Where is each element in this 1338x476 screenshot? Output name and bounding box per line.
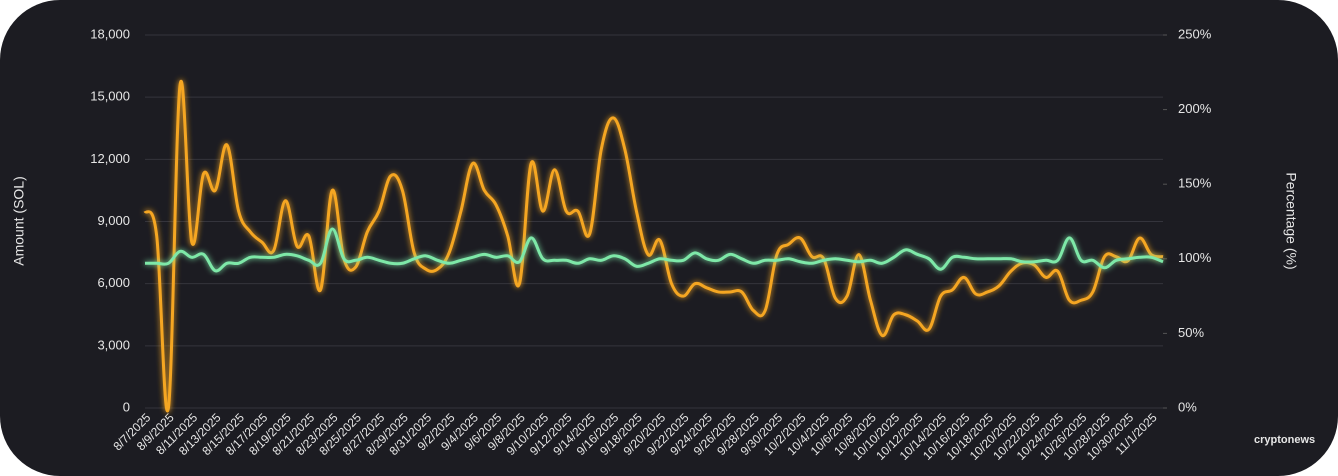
series-line (145, 227, 1164, 273)
y2-tick-label: 200% (1178, 101, 1212, 116)
watermark: cryptonews (1254, 434, 1315, 446)
y2-tick-label: 50% (1178, 325, 1204, 340)
y-tick-label: 9,000 (97, 213, 130, 228)
y2-tick-label: 250% (1178, 26, 1212, 41)
y-axis-title: Amount (SOL) (11, 176, 27, 265)
series-line (143, 79, 1164, 413)
y-tick-label: 6,000 (97, 275, 130, 290)
y-tick-label: 12,000 (90, 151, 130, 166)
y2-axis-title: Percentage (%) (1283, 172, 1299, 269)
y-tick-label: 15,000 (90, 89, 130, 104)
y-tick-label: 3,000 (97, 337, 130, 352)
y-tick-label: 18,000 (90, 26, 130, 41)
y2-tick-label: 0% (1178, 399, 1197, 414)
y-tick-label: 0 (123, 399, 130, 414)
y2-tick-label: 100% (1178, 250, 1212, 265)
y2-tick-label: 150% (1178, 176, 1212, 191)
